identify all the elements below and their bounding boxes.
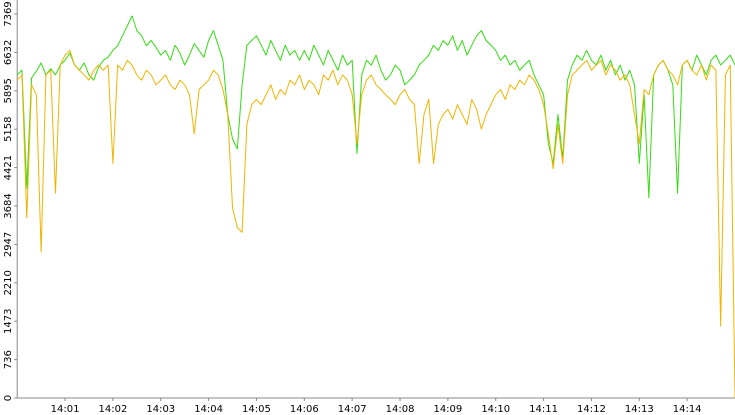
- x-tick-label: 14:04: [194, 404, 223, 415]
- x-tick-label: 14:03: [146, 404, 175, 415]
- x-tick-label: 14:10: [481, 404, 510, 415]
- y-tick-label: 5158: [3, 116, 14, 141]
- y-tick-label: 5895: [3, 78, 14, 103]
- series-line: [16, 15, 735, 199]
- y-tick-label: 2947: [3, 232, 14, 257]
- x-tick-label: 14:09: [433, 404, 462, 415]
- series-line: [16, 49, 735, 399]
- y-tick-label: 1473: [3, 309, 14, 334]
- x-tick-label: 14:14: [673, 404, 702, 415]
- x-tick-label: 14:13: [625, 404, 654, 415]
- x-tick-label: 14:12: [577, 404, 606, 415]
- x-tick-label: 14:08: [386, 404, 415, 415]
- x-tick-label: 14:02: [98, 404, 127, 415]
- y-tick-label: 2210: [3, 270, 14, 295]
- y-tick-label: 6632: [3, 40, 14, 65]
- y-tick-label: 736: [3, 350, 14, 369]
- y-tick-label: 3684: [3, 193, 14, 218]
- x-tick-label: 14:01: [51, 404, 80, 415]
- x-tick-label: 14:05: [242, 404, 271, 415]
- x-tick-label: 14:07: [338, 404, 367, 415]
- y-tick-label: 4421: [3, 155, 14, 180]
- y-tick-label: 0: [3, 395, 14, 401]
- x-tick-label: 14:06: [290, 404, 319, 415]
- y-tick-label: 7369: [3, 1, 14, 26]
- x-tick-label: 14:11: [529, 404, 558, 415]
